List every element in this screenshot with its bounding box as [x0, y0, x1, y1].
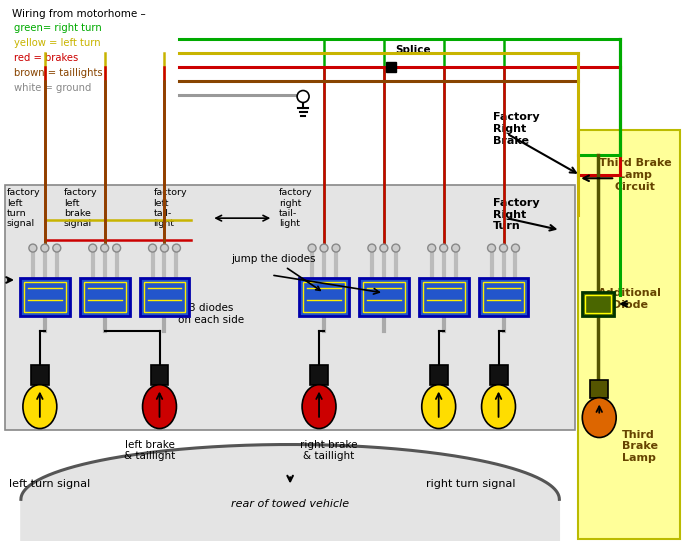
Bar [310, 365, 328, 385]
Bar [140, 278, 190, 316]
Bar [303, 282, 345, 312]
Text: factory
left
turn
signal: factory left turn signal [7, 188, 40, 228]
Text: green= right turn: green= right turn [14, 23, 102, 33]
Text: right turn signal: right turn signal [426, 480, 516, 489]
Bar [80, 278, 130, 316]
Ellipse shape [421, 385, 456, 429]
Circle shape [512, 244, 520, 252]
Bar [578, 131, 680, 539]
Bar [151, 365, 168, 385]
Circle shape [380, 244, 388, 252]
Bar [299, 278, 349, 316]
Text: white = ground: white = ground [14, 82, 91, 93]
Text: Third Brake
Lamp
Circuit: Third Brake Lamp Circuit [599, 158, 672, 191]
Circle shape [308, 244, 316, 252]
Circle shape [29, 244, 37, 252]
Text: Splice: Splice [395, 44, 430, 55]
Bar [490, 365, 507, 385]
Circle shape [320, 244, 328, 252]
Circle shape [41, 244, 49, 252]
Text: yellow = left turn: yellow = left turn [14, 38, 100, 48]
Ellipse shape [582, 398, 617, 437]
Circle shape [149, 244, 156, 252]
Text: factory
left
tail-
light: factory left tail- light [153, 188, 187, 228]
Text: brown = taillights: brown = taillights [14, 68, 102, 78]
Circle shape [368, 244, 376, 252]
Circle shape [53, 244, 61, 252]
Circle shape [440, 244, 447, 252]
Text: Factory
Right
Turn: Factory Right Turn [492, 198, 539, 231]
Ellipse shape [23, 385, 57, 429]
Text: rear of towed vehicle: rear of towed vehicle [231, 499, 349, 509]
Circle shape [332, 244, 340, 252]
Bar [483, 282, 524, 312]
Text: factory
left
brake
signal: factory left brake signal [64, 188, 98, 228]
Text: right brake
& taillight: right brake & taillight [300, 440, 358, 461]
Text: Wiring from motorhome –: Wiring from motorhome – [12, 9, 146, 19]
Circle shape [160, 244, 168, 252]
Text: Factory
Right
Brake: Factory Right Brake [492, 112, 539, 146]
Bar [363, 282, 405, 312]
Circle shape [89, 244, 97, 252]
Polygon shape [21, 444, 559, 541]
Bar [24, 282, 65, 312]
Bar [590, 380, 608, 398]
Text: left brake
& taillight: left brake & taillight [124, 440, 175, 461]
Text: red = brakes: red = brakes [14, 53, 78, 63]
Ellipse shape [481, 385, 516, 429]
Circle shape [297, 91, 309, 102]
Text: Third
Brake
Lamp: Third Brake Lamp [622, 430, 658, 463]
Bar [20, 278, 70, 316]
Text: factory
right
tail-
light: factory right tail- light [279, 188, 313, 228]
Bar [430, 365, 447, 385]
Circle shape [488, 244, 496, 252]
Circle shape [428, 244, 436, 252]
Circle shape [113, 244, 121, 252]
Text: jump the diodes: jump the diodes [231, 254, 320, 291]
Text: left turn signal: left turn signal [9, 480, 91, 489]
Circle shape [451, 244, 460, 252]
Circle shape [392, 244, 400, 252]
Bar [419, 278, 469, 316]
Circle shape [101, 244, 108, 252]
Text: Additional
Diode: Additional Diode [598, 288, 662, 309]
Bar [582, 292, 614, 316]
Bar [423, 282, 464, 312]
Ellipse shape [143, 385, 177, 429]
Ellipse shape [302, 385, 336, 429]
Bar [143, 282, 186, 312]
Bar [5, 185, 576, 430]
Bar [479, 278, 529, 316]
Bar [359, 278, 409, 316]
Circle shape [173, 244, 181, 252]
Bar [585, 295, 611, 313]
Circle shape [499, 244, 507, 252]
Text: 3 diodes
on each side: 3 diodes on each side [178, 303, 244, 325]
Bar [84, 282, 125, 312]
Bar [31, 365, 49, 385]
